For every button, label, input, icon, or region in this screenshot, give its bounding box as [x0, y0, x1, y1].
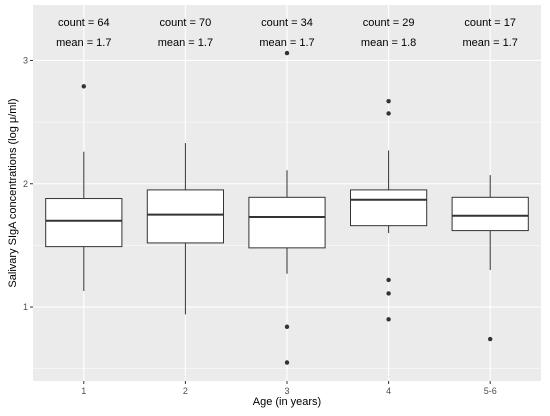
axes-layer: 1 2 3 1 2 3 4 5-6: [23, 55, 497, 396]
box-group-4: [350, 98, 428, 322]
x-tick-label: 4: [386, 386, 391, 396]
outlier-point: [284, 360, 290, 365]
outlier-point: [386, 277, 391, 283]
count-label: count = 34: [261, 17, 313, 29]
y-tick-label: 2: [23, 179, 28, 189]
box-group-5-6: [451, 175, 529, 342]
box-group-1: [45, 84, 123, 292]
mean-label: mean = 1.7: [56, 37, 111, 49]
outlier-point: [284, 324, 290, 329]
x-tick-label: 1: [81, 386, 86, 396]
outlier-point: [386, 291, 391, 296]
box-iqr: [45, 198, 123, 248]
outlier-point: [284, 50, 290, 56]
y-tick-label: 1: [23, 302, 28, 312]
y-axis-title: Salivary SIgA concentrations (log μ/ml): [7, 98, 19, 287]
outlier-point: [488, 336, 493, 342]
box-iqr: [248, 196, 326, 249]
box-group-3: [248, 50, 326, 365]
boxes-layer: [45, 50, 529, 365]
count-label: count = 17: [464, 17, 516, 29]
x-axis-title: Age (in years): [253, 396, 321, 408]
count-label: count = 29: [363, 17, 415, 29]
mean-label: mean = 1.7: [463, 37, 518, 49]
outlier-point: [386, 111, 391, 116]
annotations-layer: count = 64 mean = 1.7 count = 70 mean = 1.7…: [56, 17, 518, 49]
x-tick-label: 3: [284, 386, 289, 396]
x-tick-label: 2: [183, 386, 188, 396]
outlier-point: [386, 98, 391, 104]
mean-label: mean = 1.7: [158, 37, 213, 49]
count-label: count = 64: [58, 17, 110, 29]
y-tick-label: 3: [23, 55, 28, 65]
box-iqr: [146, 189, 224, 244]
box-iqr: [451, 196, 529, 232]
mean-label: mean = 1.8: [361, 37, 416, 49]
x-tick-label: 5-6: [484, 386, 497, 396]
box-group-2: [146, 143, 224, 315]
outlier-point: [81, 84, 87, 89]
outlier-point: [386, 317, 391, 322]
mean-label: mean = 1.7: [259, 37, 314, 49]
count-label: count = 70: [160, 17, 212, 29]
box-iqr: [350, 189, 428, 227]
